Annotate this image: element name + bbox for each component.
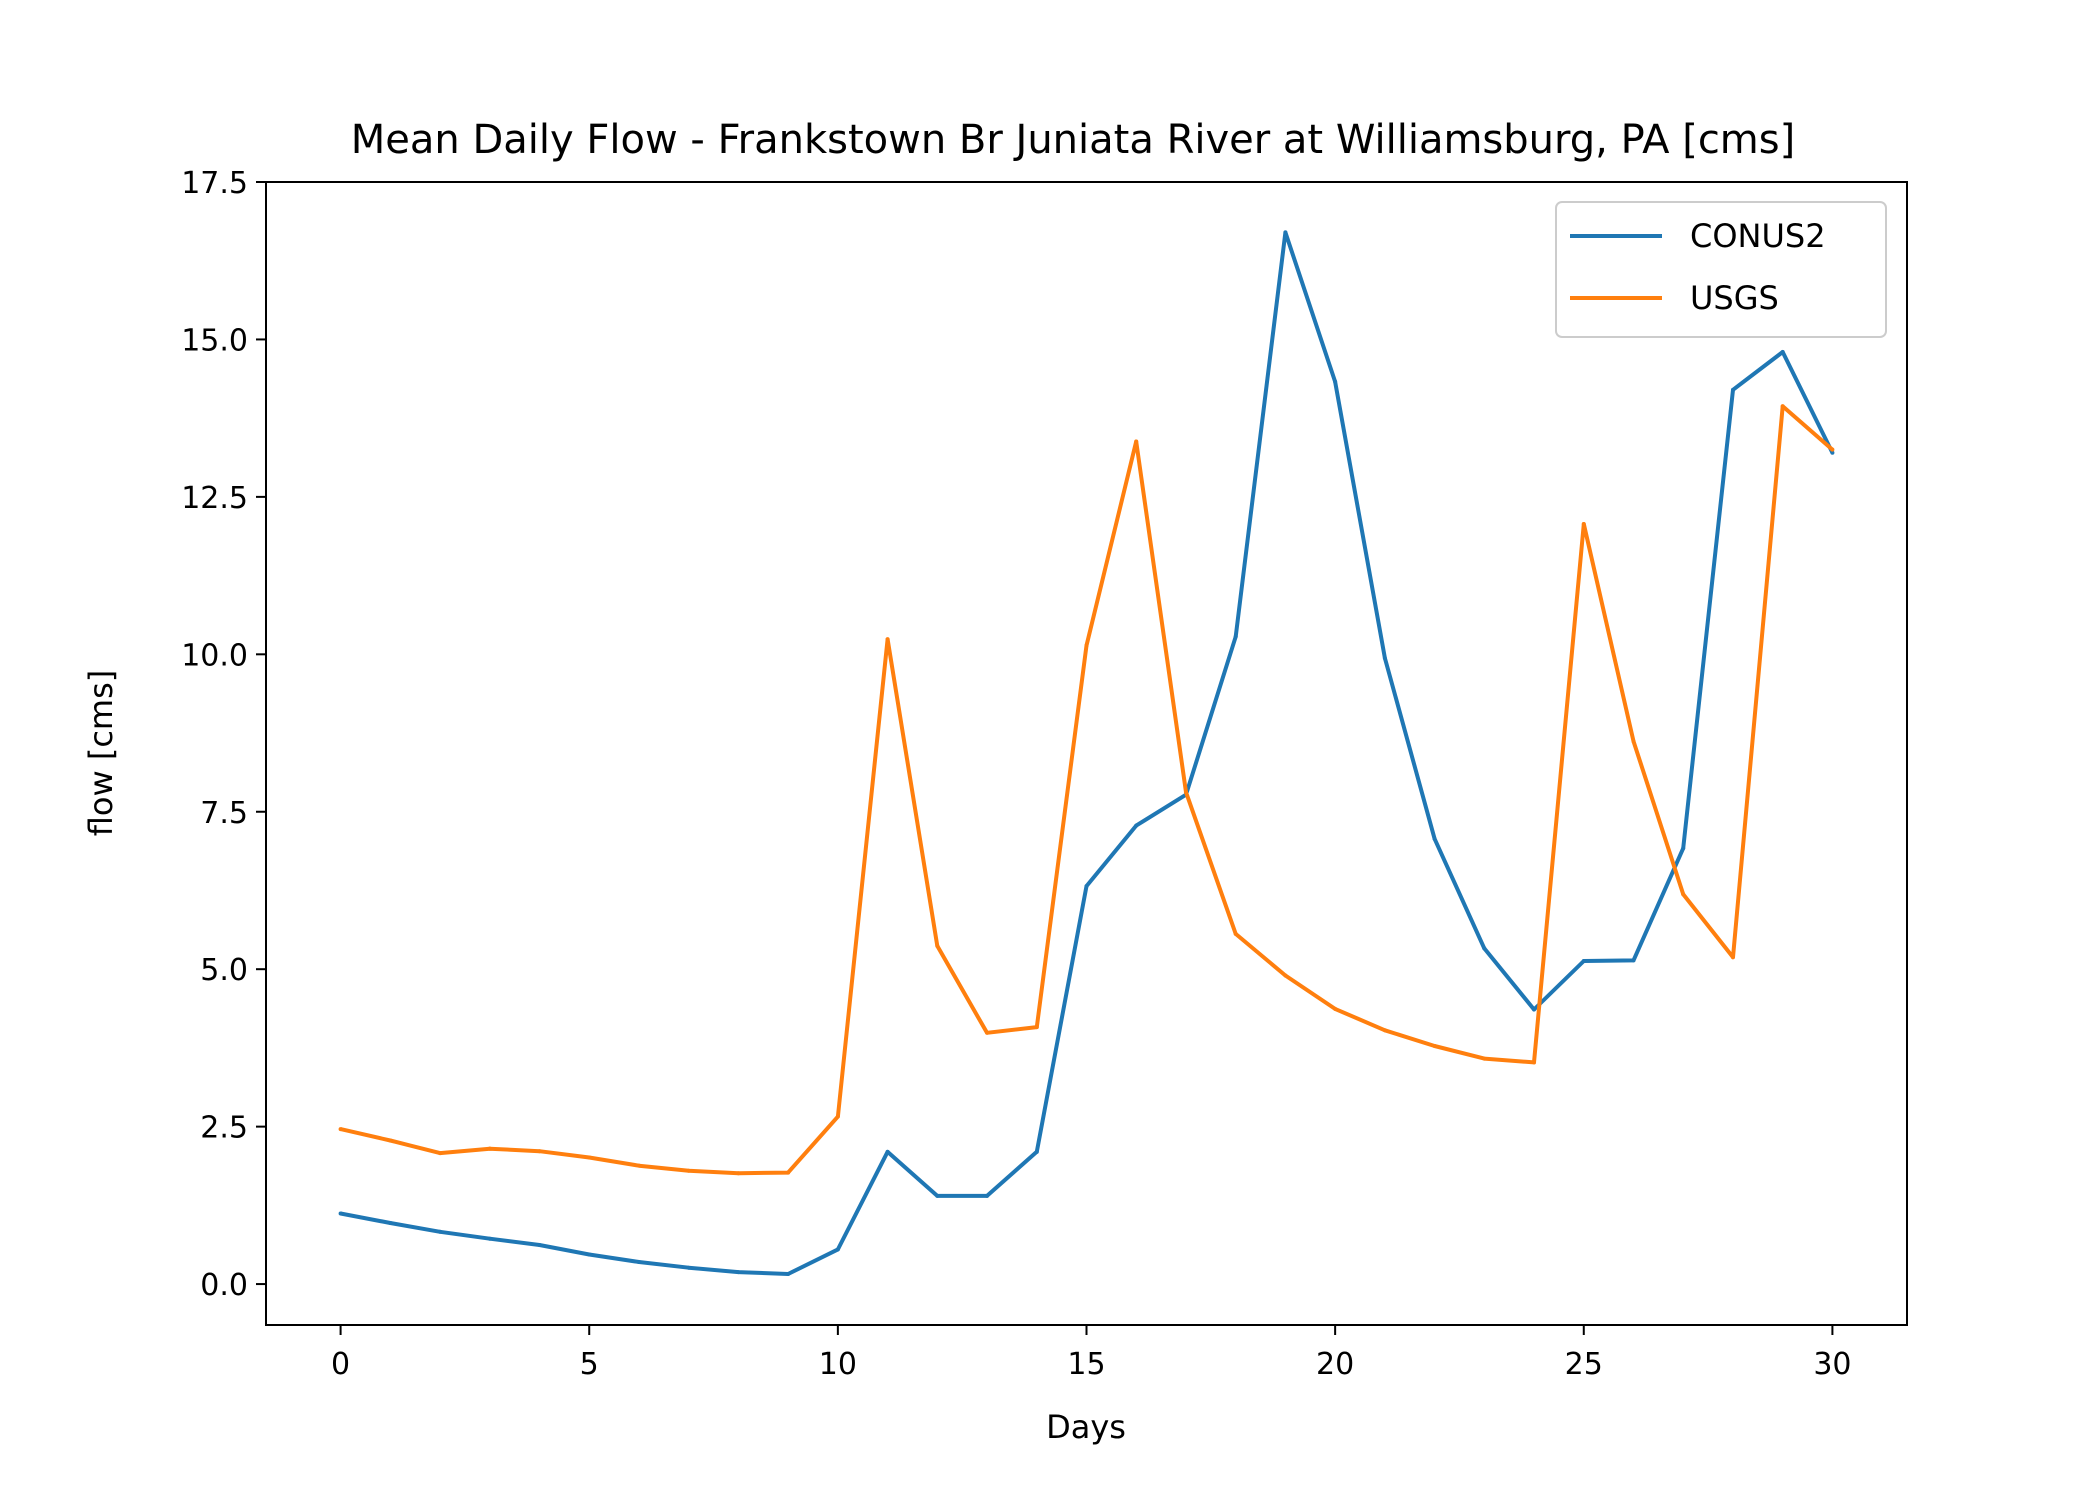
data-point-conus2: [985, 1193, 990, 1198]
x-tick-label: 15: [1067, 1347, 1105, 1382]
y-axis: 0.0 2.5 5.0 7.5 10.0 12.5 15.0 17.5: [181, 166, 266, 1303]
data-point-conus2: [636, 1260, 641, 1265]
x-tick-label: 30: [1813, 1347, 1851, 1382]
y-tick-label: 10.0: [181, 638, 248, 673]
data-point-conus2: [1432, 836, 1437, 841]
x-tick-label: 25: [1565, 1347, 1603, 1382]
data-point-usgs: [1681, 892, 1686, 897]
y-tick-label: 12.5: [181, 481, 248, 516]
data-point-usgs: [985, 1030, 990, 1035]
data-point-usgs: [388, 1138, 393, 1143]
y-tick-label: 15.0: [181, 323, 248, 358]
data-point-usgs: [1482, 1056, 1487, 1061]
data-point-conus2: [1532, 1007, 1537, 1012]
data-point-usgs: [1084, 643, 1089, 648]
legend: CONUS2 USGS: [1555, 201, 1887, 338]
data-point-conus2: [1084, 884, 1089, 889]
data-point-conus2: [1681, 846, 1686, 851]
data-point-conus2: [1134, 823, 1139, 828]
data-point-usgs: [1830, 447, 1835, 452]
data-point-usgs: [1034, 1025, 1039, 1030]
data-point-conus2: [537, 1243, 542, 1248]
x-tick-label: 5: [580, 1347, 599, 1382]
data-point-usgs: [587, 1155, 592, 1160]
y-tick-label: 0.0: [200, 1268, 248, 1303]
data-point-conus2: [1730, 387, 1735, 392]
data-point-conus2: [1830, 450, 1835, 455]
data-point-usgs: [935, 943, 940, 948]
data-point-conus2: [487, 1236, 492, 1241]
data-point-usgs: [1532, 1060, 1537, 1065]
data-point-usgs: [1780, 404, 1785, 409]
series-line-conus2: [340, 230, 1835, 1276]
x-tick-label: 10: [819, 1347, 857, 1382]
y-tick-label: 2.5: [200, 1111, 248, 1146]
data-point-conus2: [338, 1211, 343, 1216]
data-point-usgs: [338, 1127, 343, 1132]
data-point-conus2: [1283, 230, 1288, 235]
data-point-usgs: [1183, 790, 1188, 795]
data-point-usgs: [885, 637, 890, 642]
y-tick-label: 17.5: [181, 166, 248, 201]
data-point-conus2: [1233, 634, 1238, 639]
axes-frame: [265, 181, 1908, 1326]
series-line-usgs: [340, 404, 1834, 1176]
data-point-usgs: [736, 1171, 741, 1176]
plot-area: [338, 230, 1835, 1276]
data-point-conus2: [835, 1247, 840, 1252]
data-point-conus2: [686, 1265, 691, 1270]
data-point-usgs: [636, 1163, 641, 1168]
data-point-usgs: [686, 1168, 691, 1173]
data-point-conus2: [1382, 656, 1387, 661]
data-point-conus2: [1034, 1149, 1039, 1154]
data-point-conus2: [736, 1270, 741, 1275]
data-point-usgs: [1233, 931, 1238, 936]
x-axis-label: Days: [1046, 1408, 1126, 1446]
data-point-conus2: [1631, 958, 1636, 963]
data-point-conus2: [587, 1252, 592, 1257]
legend-label-conus2: CONUS2: [1690, 217, 1826, 255]
data-point-conus2: [1482, 946, 1487, 951]
data-point-conus2: [438, 1229, 443, 1234]
data-point-usgs: [1382, 1028, 1387, 1033]
data-point-usgs: [1730, 955, 1735, 960]
chart-title: Mean Daily Flow - Frankstown Br Juniata …: [351, 117, 1795, 163]
data-point-conus2: [885, 1149, 890, 1154]
data-point-conus2: [786, 1271, 791, 1276]
data-point-conus2: [1780, 350, 1785, 355]
data-point-conus2: [388, 1220, 393, 1225]
data-point-usgs: [487, 1146, 492, 1151]
y-tick-label: 7.5: [200, 796, 248, 831]
data-point-usgs: [835, 1114, 840, 1119]
x-tick-label: 20: [1316, 1347, 1354, 1382]
data-point-usgs: [1283, 973, 1288, 978]
data-point-conus2: [1333, 379, 1338, 384]
data-point-usgs: [1581, 521, 1586, 526]
data-point-usgs: [1631, 739, 1636, 744]
data-point-usgs: [1432, 1044, 1437, 1049]
y-tick-label: 5.0: [200, 953, 248, 988]
data-point-usgs: [1134, 439, 1139, 444]
y-axis-label: flow [cms]: [82, 670, 120, 836]
data-point-conus2: [935, 1193, 940, 1198]
x-tick-label: 0: [331, 1347, 350, 1382]
data-point-usgs: [1333, 1006, 1338, 1011]
data-point-conus2: [1581, 959, 1586, 964]
data-point-usgs: [537, 1149, 542, 1154]
x-axis: 0 5 10 15 20 25 30: [331, 1325, 1852, 1382]
legend-label-usgs: USGS: [1690, 279, 1779, 317]
data-point-usgs: [786, 1170, 791, 1175]
data-point-usgs: [438, 1151, 443, 1156]
